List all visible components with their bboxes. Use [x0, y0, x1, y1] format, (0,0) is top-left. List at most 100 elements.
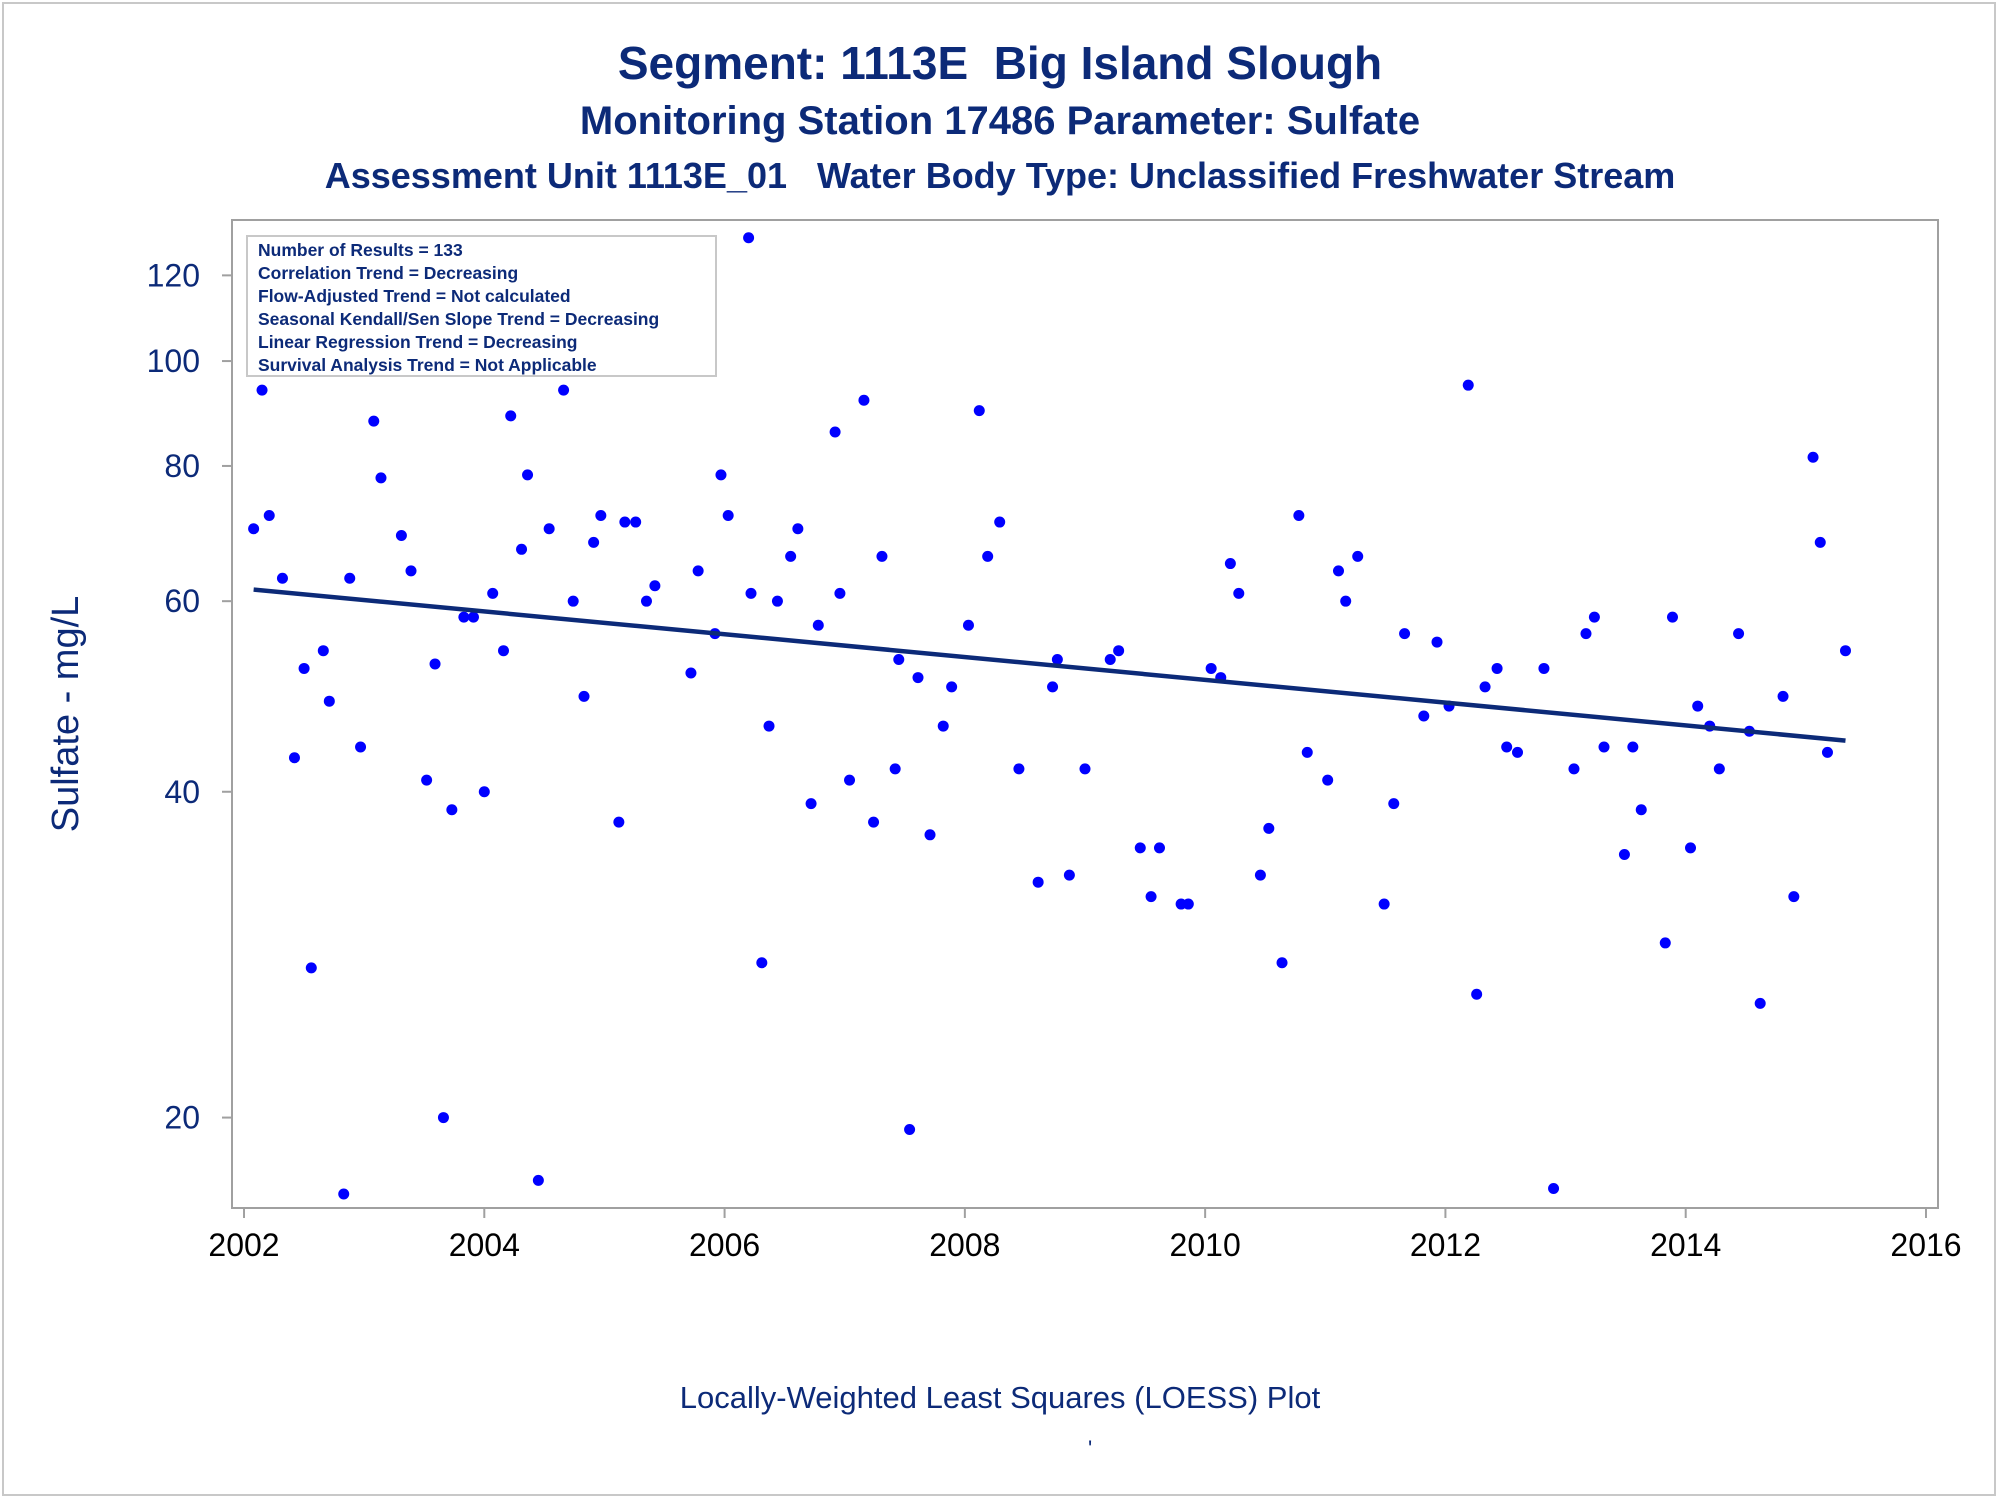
data-point	[1814, 536, 1826, 548]
data-point	[1685, 842, 1697, 854]
data-point	[1733, 628, 1745, 640]
stats-line-correlation: Correlation Trend = Decreasing	[258, 263, 518, 283]
data-point	[248, 523, 260, 535]
data-point	[1777, 690, 1789, 702]
data-point	[994, 516, 1006, 528]
data-point	[368, 415, 380, 427]
stats-line-linear-regression: Linear Regression Trend = Decreasing	[258, 332, 578, 352]
data-point	[1754, 997, 1766, 1009]
x-tick-label: 2016	[1890, 1227, 1961, 1263]
data-point	[1431, 636, 1443, 648]
data-point	[558, 384, 570, 396]
data-point	[868, 816, 880, 828]
data-point	[1659, 937, 1671, 949]
data-point	[578, 690, 590, 702]
data-point	[1788, 891, 1800, 903]
data-point	[771, 595, 783, 607]
data-point	[458, 611, 470, 623]
data-point	[516, 543, 528, 555]
x-tick-label: 2006	[689, 1227, 760, 1263]
data-point	[1548, 1182, 1560, 1194]
data-point	[1352, 550, 1364, 562]
data-point	[1713, 763, 1725, 775]
chart-title: Segment: 1113E Big Island Slough	[617, 37, 1383, 89]
data-point	[1378, 898, 1390, 910]
data-point	[355, 741, 367, 753]
stats-line-survival: Survival Analysis Trend = Not Applicable	[258, 355, 597, 375]
data-point	[421, 774, 433, 786]
data-point	[1145, 891, 1157, 903]
data-point	[298, 662, 310, 674]
data-point	[1224, 558, 1236, 570]
data-point	[812, 619, 824, 631]
data-point	[834, 587, 846, 599]
data-point	[1588, 611, 1600, 623]
data-point	[256, 384, 268, 396]
x-tick-label: 2012	[1410, 1227, 1481, 1263]
data-point	[1839, 645, 1851, 657]
data-point	[692, 565, 704, 577]
data-point	[1047, 681, 1059, 693]
data-point	[505, 410, 517, 422]
data-point	[715, 469, 727, 481]
data-point	[1692, 700, 1704, 712]
data-point	[722, 509, 734, 521]
data-point	[1079, 763, 1091, 775]
data-point	[904, 1123, 916, 1135]
data-point	[962, 619, 974, 631]
data-point	[1501, 741, 1513, 753]
data-point	[1153, 842, 1165, 854]
data-point	[937, 720, 949, 732]
data-point	[745, 587, 757, 599]
data-point	[263, 509, 275, 521]
data-point	[889, 763, 901, 775]
data-point	[429, 658, 441, 670]
data-point	[844, 774, 856, 786]
data-point	[1635, 804, 1647, 816]
data-point	[1205, 662, 1217, 674]
data-point	[1627, 741, 1639, 753]
data-point	[1233, 587, 1245, 599]
stats-box: Number of Results = 133 Correlation Tren…	[246, 235, 717, 377]
data-point	[1568, 763, 1580, 775]
chart-subtitle-assessment: Assessment Unit 1113E_01 Water Body Type…	[324, 155, 1676, 196]
data-point	[613, 816, 625, 828]
data-point	[1479, 681, 1491, 693]
data-point	[973, 405, 985, 417]
data-point	[375, 472, 387, 484]
data-point	[1399, 628, 1411, 640]
data-point	[946, 681, 958, 693]
y-axis-label: Sulfate - mg/L	[45, 596, 87, 833]
data-point	[630, 516, 642, 528]
x-tick-label: 2014	[1650, 1227, 1721, 1263]
data-point	[1293, 509, 1305, 521]
data-point	[1580, 628, 1592, 640]
data-point	[1134, 842, 1146, 854]
data-point	[1340, 595, 1352, 607]
stats-line-seasonal-kendall: Seasonal Kendall/Sen Slope Trend = Decre…	[258, 309, 659, 329]
data-point	[1821, 746, 1833, 758]
data-point	[595, 509, 607, 521]
data-point	[338, 1188, 350, 1200]
data-point	[792, 523, 804, 535]
data-point	[446, 804, 458, 816]
data-point	[567, 595, 579, 607]
y-tick-label: 60	[164, 583, 200, 619]
data-point	[756, 957, 768, 969]
plot-area-frame	[231, 219, 1939, 1209]
footnote-mark: '	[1088, 1436, 1093, 1461]
data-point	[405, 565, 417, 577]
data-point	[1512, 746, 1524, 758]
data-point	[1182, 898, 1194, 910]
loess-trend-line	[253, 587, 1846, 743]
data-point	[1063, 869, 1075, 881]
data-point	[395, 529, 407, 541]
data-point	[437, 1112, 449, 1124]
stats-box-border	[246, 235, 717, 377]
x-tick-label: 2010	[1170, 1227, 1241, 1263]
data-point	[924, 829, 936, 841]
data-point	[317, 645, 329, 657]
data-point	[344, 572, 356, 584]
data-point	[1254, 869, 1266, 881]
